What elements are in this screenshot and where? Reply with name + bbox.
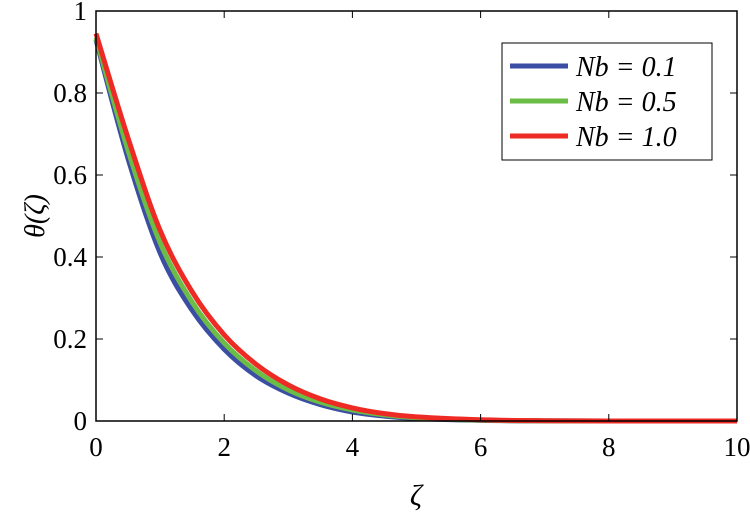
- x-tick-label: 6: [474, 432, 488, 462]
- y-tick-label: 1: [74, 0, 88, 26]
- x-tick-label: 4: [346, 432, 360, 462]
- y-tick-label: 0.2: [53, 324, 87, 354]
- y-tick-label: 0: [74, 406, 88, 436]
- x-tick-label: 10: [724, 432, 750, 462]
- legend: Nb = 0.1 Nb = 0.5 Nb = 1.0: [501, 42, 713, 161]
- y-tick-label: 0.4: [53, 242, 87, 272]
- legend-label: Nb = 0.5: [575, 87, 677, 118]
- y-axis-label: θ(ζ): [20, 194, 51, 238]
- x-tick-label: 0: [89, 432, 103, 462]
- legend-label: Nb = 0.1: [575, 52, 677, 83]
- y-tick-label: 0.6: [53, 160, 87, 190]
- x-tick-label: 8: [602, 432, 616, 462]
- ticks: 0 2 4 6 8 10 0 0.2 0.4 0.6 0.8 1: [53, 0, 750, 462]
- x-tick-label: 2: [217, 432, 231, 462]
- y-tick-label: 0.8: [53, 78, 87, 108]
- axes-box: [95, 10, 738, 422]
- legend-label: Nb = 1.0: [575, 122, 677, 153]
- x-axis-label: ζ: [410, 479, 424, 512]
